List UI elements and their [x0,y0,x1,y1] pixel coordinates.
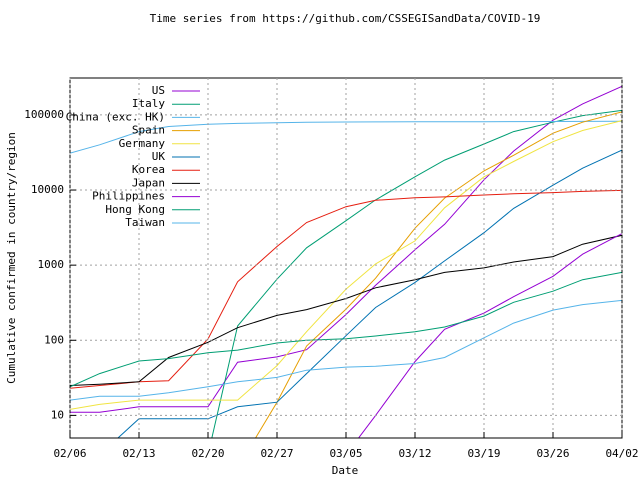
x-tick-label: 03/26 [536,447,569,460]
legend-label: US [152,84,165,97]
series-line [70,299,622,401]
y-tick-label: 10000 [31,183,64,196]
legend-label: China (exc. HK) [66,110,165,123]
x-tick-label: 02/13 [122,447,155,460]
x-tick-label: 02/27 [260,447,293,460]
x-tick-label: 04/02 [605,447,638,460]
legend-label: Germany [119,137,166,150]
plot-lines [70,85,622,438]
series-line [117,149,622,438]
chart-title: Time series from https://github.com/CSSE… [150,12,541,25]
x-tick-label: 02/06 [53,447,86,460]
legend-label: Italy [132,97,165,110]
legend-label: Philippines [92,190,165,203]
series-line [357,233,622,438]
x-tick-label: 03/12 [398,447,431,460]
x-tick-label: 02/20 [191,447,224,460]
x-axis-label: Date [332,464,359,477]
y-tick-label: 10 [51,408,64,421]
series-line [70,189,622,389]
y-axis-label: Cumulative confirmed in country/region [5,132,18,384]
series-line [70,234,622,386]
legend-label: Spain [132,124,165,137]
y-tick-label: 1000 [38,258,65,271]
x-tick-label: 03/05 [329,447,362,460]
legend-label: UK [152,150,166,163]
legend-label: Hong Kong [105,203,165,216]
y-tick-label: 100000 [24,108,64,121]
y-tick-label: 100 [44,333,64,346]
series-line [70,120,622,154]
series-line [211,109,622,438]
legend-label: Japan [132,176,165,189]
x-tick-label: 03/19 [467,447,500,460]
legend-label: Korea [132,163,165,176]
legend-label: Taiwan [125,216,165,229]
